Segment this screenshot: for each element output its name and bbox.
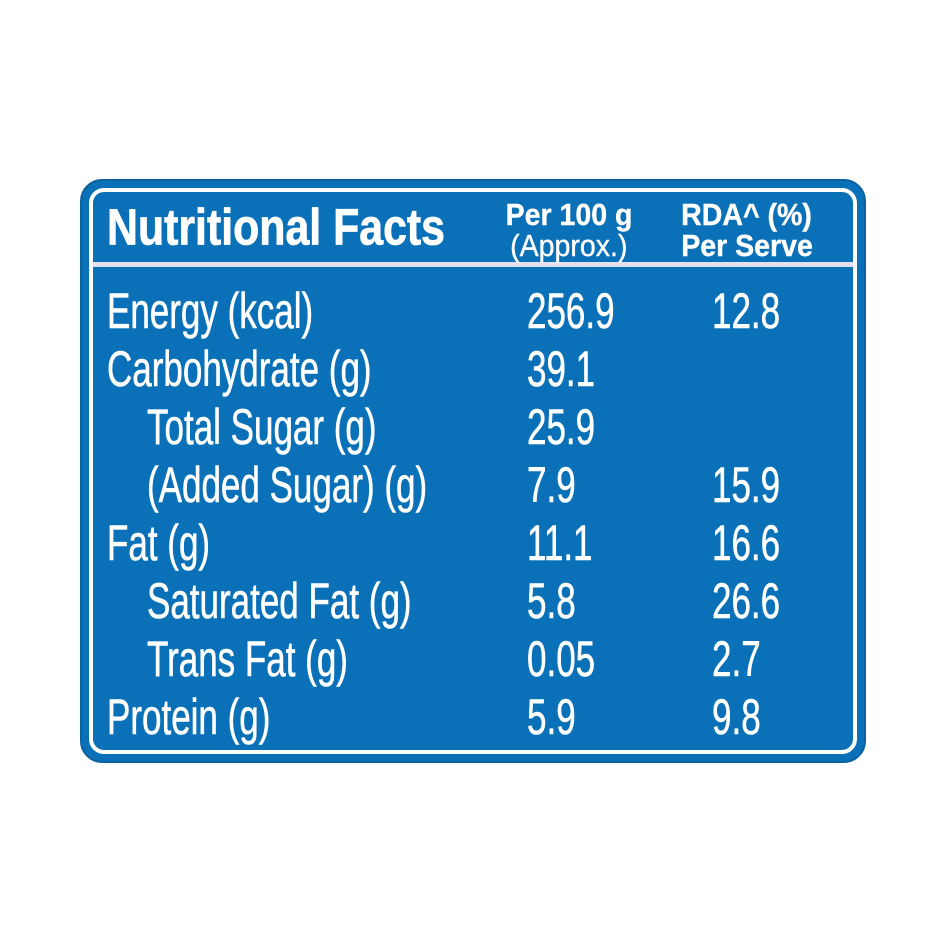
column-header-rda: RDA^ (%) Per Serve [675,199,818,261]
row-label: (Added Sugar) (g) [147,457,428,514]
table-row: (Added Sugar) (g) 7.9 15.9 [93,456,853,514]
rda-header-line2: Per Serve [681,228,813,263]
value-per-100g: 25.9 [527,399,596,456]
value-rda-percent: 9.8 [712,689,761,746]
value-per-100g: 5.9 [527,689,576,746]
header-divider-line [93,262,853,267]
value-per-100g: 0.05 [527,631,596,688]
value-rda-percent: 26.6 [712,573,781,630]
table-row: Trans Fat (g) 0.05 2.7 [93,630,853,688]
value-per-100g: 39.1 [527,341,596,398]
table-row: Saturated Fat (g) 5.8 26.6 [93,572,853,630]
row-label: Energy (kcal) [107,283,314,340]
row-label: Carbohydrate (g) [107,341,372,398]
per-100g-header-line1: Per 100 g [505,197,633,232]
table-row: Energy (kcal) 256.9 12.8 [93,282,853,340]
row-label: Total Sugar (g) [147,399,377,456]
value-rda-percent: 2.7 [712,631,761,688]
table-header: Nutritional Facts Per 100 g (Approx.) RD… [93,192,853,262]
nutrition-facts-inner-panel: Nutritional Facts Per 100 g (Approx.) RD… [89,188,857,754]
row-label: Saturated Fat (g) [147,573,412,630]
table-row: Protein (g) 5.9 9.8 [93,688,853,746]
table-body: Energy (kcal) 256.9 12.8 Carbohydrate (g… [93,267,853,746]
row-label: Trans Fat (g) [147,631,348,688]
rda-header-line1: RDA^ (%) [681,197,813,232]
value-per-100g: 11.1 [527,515,593,572]
value-per-100g: 5.8 [527,573,576,630]
panel-title: Nutritional Facts [107,198,509,257]
table-row: Carbohydrate (g) 39.1 [93,340,853,398]
per-100g-header-line2: (Approx.) [510,228,628,263]
panel-title-text: Nutritional Facts [107,198,446,256]
table-row: Fat (g) 11.1 16.6 [93,514,853,572]
row-label: Fat (g) [107,515,211,572]
value-rda-percent: 12.8 [712,283,781,340]
table-row: Total Sugar (g) 25.9 [93,398,853,456]
nutrition-facts-panel: Nutritional Facts Per 100 g (Approx.) RD… [80,179,866,763]
value-per-100g: 7.9 [527,457,576,514]
value-per-100g: 256.9 [527,283,615,340]
value-rda-percent: 15.9 [712,457,781,514]
row-label: Protein (g) [107,689,271,746]
value-rda-percent: 16.6 [712,515,781,572]
column-header-per-100g: Per 100 g (Approx.) [500,199,638,261]
